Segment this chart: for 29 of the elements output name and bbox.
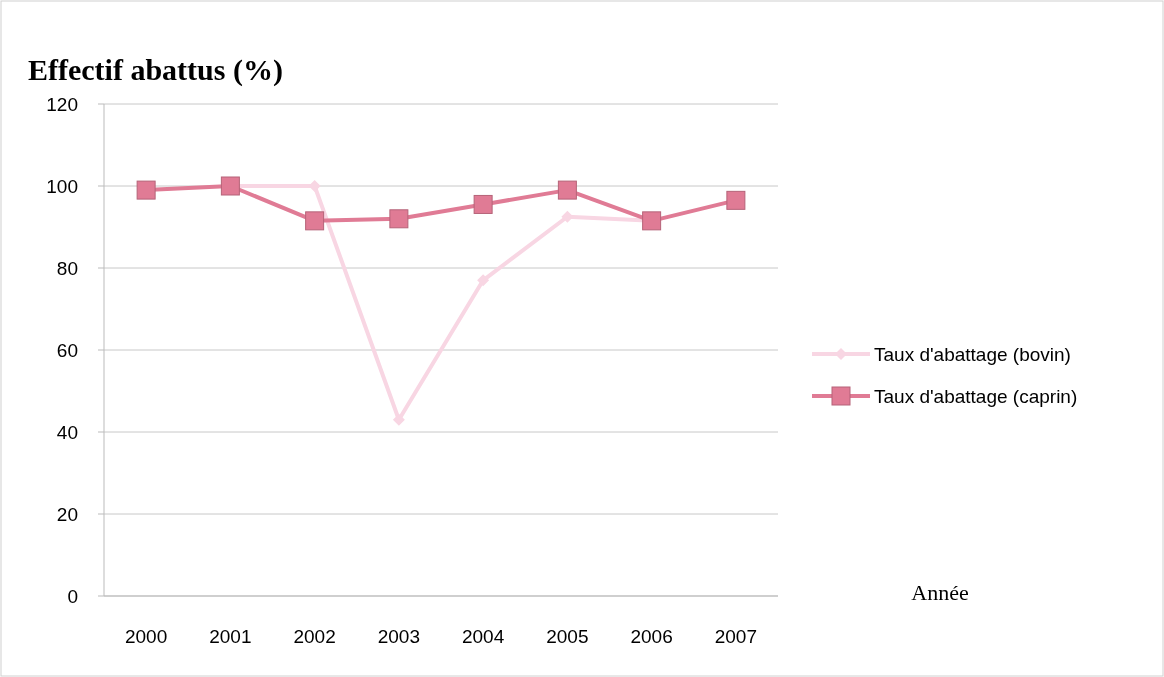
chart-title: Effectif abattus (%) (28, 53, 283, 87)
point (305, 211, 325, 231)
x-tick-label: 2002 (293, 626, 336, 647)
y-tick-label: 120 (46, 93, 78, 115)
point (136, 180, 156, 200)
legend-label: Taux d'abattage (caprin) (874, 385, 1078, 407)
y-tick-label: 20 (56, 503, 78, 525)
x-tick-label: 2004 (461, 626, 505, 647)
point (389, 209, 409, 229)
y-tick-label: 40 (56, 421, 78, 443)
x-tick-label: 2000 (124, 626, 168, 647)
point (642, 211, 662, 231)
point (473, 194, 493, 214)
x-tick-label: 2007 (714, 626, 758, 647)
x-tick-label: 2003 (377, 626, 421, 647)
point (477, 274, 490, 287)
point (557, 180, 577, 200)
y-tick-label: 60 (56, 339, 78, 361)
x-tick-label: 2006 (630, 626, 673, 647)
y-tick-label: 0 (67, 585, 78, 607)
point (220, 176, 240, 196)
point (726, 190, 746, 210)
y-tick-label: 100 (46, 175, 78, 197)
y-tick-label: 80 (56, 257, 78, 279)
x-tick-label: 2001 (209, 626, 252, 647)
legend-label: Taux d'abattage (bovin) (874, 343, 1071, 365)
x-tick-label: 2005 (546, 626, 589, 647)
text: Année (911, 580, 969, 605)
point (392, 413, 405, 426)
